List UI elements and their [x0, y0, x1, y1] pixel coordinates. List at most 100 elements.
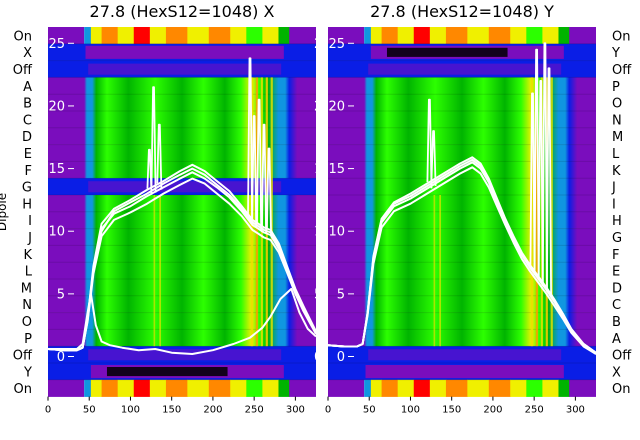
row-label-left: H: [22, 197, 32, 212]
row-label-right: N: [612, 113, 622, 128]
x-tick-label: 250: [525, 405, 544, 416]
row-label-right: A: [612, 332, 621, 347]
row-label-left: B: [23, 97, 32, 112]
row-label-right: K: [612, 164, 621, 179]
x-tick-label: 100: [121, 405, 140, 416]
row-label-right: Off: [612, 63, 632, 78]
row-label-right: H: [612, 214, 622, 229]
row-label-right: F: [612, 248, 619, 263]
overlay-ytick-label: 10: [48, 225, 65, 240]
row-label-right: X: [612, 365, 621, 380]
row-label-left: On: [14, 382, 32, 397]
row-label-right: G: [612, 231, 622, 246]
row-label-right: P: [612, 80, 620, 95]
row-label-left: P: [24, 332, 32, 347]
row-label-right: Y: [611, 46, 620, 61]
chart-title-y: 27.8 (HexS12=1048) Y: [370, 2, 554, 21]
row-label-left: Off: [13, 349, 33, 364]
row-label-left: L: [25, 265, 33, 280]
x-tick-label: 100: [401, 405, 420, 416]
spike-mark: [150, 86, 157, 193]
row-label-left: On: [14, 29, 32, 44]
overlay-yticks-x: 0 0 5 5 10 10 15 15 20 20 25 25: [48, 37, 330, 365]
chart-title-x: 27.8 (HexS12=1048) X: [90, 2, 275, 21]
spike-mark: [426, 98, 433, 189]
overlay-ytick-label: 20: [328, 99, 345, 114]
overlay-ytick-label-right: 20: [314, 99, 331, 114]
x-tick-label: 150: [162, 405, 181, 416]
row-label-right: J: [611, 181, 616, 196]
overlay-ytick-label-right: 0: [314, 350, 322, 365]
spike-mark: [533, 48, 540, 281]
heatmap-panel-y: 0 5 10 15 20 25: [328, 27, 596, 397]
x-axis-ticks-x: 0 50 100 150 200 250 300: [45, 396, 305, 416]
x-tick-label: 300: [566, 405, 585, 416]
overlay-ytick-label: 15: [328, 162, 345, 177]
y-axis-label: Dipole: [0, 193, 9, 231]
row-label-right: L: [612, 147, 620, 162]
x-tick-label: 50: [363, 405, 376, 416]
overlay-ytick-label: 25: [328, 37, 345, 52]
row-label-left: Y: [23, 365, 32, 380]
spike-mark: [529, 92, 536, 275]
overlay-ytick-label: 25: [48, 37, 65, 52]
row-label-left: A: [23, 80, 32, 95]
x-tick-label: 50: [83, 405, 96, 416]
row-label-left: K: [23, 248, 32, 263]
spike-mark: [546, 67, 552, 298]
x-tick-label: 300: [286, 405, 305, 416]
row-label-right: O: [612, 97, 622, 112]
row-label-left: E: [24, 147, 32, 162]
row-label-right: On: [612, 382, 630, 397]
x-tick-label: 0: [325, 405, 331, 416]
spike-mark: [541, 42, 548, 292]
row-label-right: I: [612, 197, 616, 212]
row-label-left: N: [22, 298, 32, 313]
spike-mark: [256, 98, 263, 231]
row-label-right: B: [612, 315, 621, 330]
x-tick-label: 0: [45, 405, 51, 416]
row-label-right: C: [612, 298, 621, 313]
overlay-ytick-label-right: 5: [314, 287, 322, 302]
row-label-right: Off: [612, 349, 632, 364]
spike-mark: [261, 123, 267, 234]
series-line: [328, 158, 596, 354]
row-label-right: M: [612, 130, 623, 145]
overlay-ytick-label: 0: [337, 350, 345, 365]
overlay-yticks-y: 0 5 10 15 20 25: [328, 37, 354, 365]
row-label-left: M: [21, 281, 32, 296]
row-label-left: G: [22, 181, 32, 196]
overlay-ytick-label: 10: [328, 225, 345, 240]
overlay-ytick-label-right: 10: [314, 225, 331, 240]
overlay-ytick-label: 15: [48, 162, 65, 177]
row-label-left: Off: [13, 63, 33, 78]
overlay-ytick-label: 5: [57, 287, 65, 302]
overlay-lines-x: [48, 57, 316, 355]
x-axis-ticks-y: 0 50 100 150 200 250 300: [325, 396, 585, 416]
row-label-left: J: [27, 231, 32, 246]
overlay-ytick-label-right: 25: [314, 37, 331, 52]
row-label-left: C: [23, 113, 32, 128]
overlay-ytick-label-right: 15: [314, 162, 331, 177]
row-label-right: E: [612, 265, 620, 280]
spike-mark: [430, 130, 437, 186]
overlay-lines-y: [328, 42, 596, 355]
series-line: [48, 287, 316, 355]
overlay-ytick-label: 0: [57, 350, 65, 365]
x-tick-label: 250: [245, 405, 264, 416]
spike-mark: [537, 80, 544, 287]
row-label-right: D: [612, 281, 622, 296]
spike-mark: [247, 57, 253, 224]
heatmap-panel-x: 0 0 5 5 10 10 15 15 20 20 25 25: [48, 27, 331, 397]
overlay-ytick-label: 5: [337, 287, 345, 302]
row-label-left: D: [22, 130, 32, 145]
spike-mark: [156, 123, 163, 190]
overlay-ytick-label: 20: [48, 99, 65, 114]
x-tick-label: 150: [442, 405, 461, 416]
row-label-left: O: [22, 315, 32, 330]
x-tick-label: 200: [203, 405, 222, 416]
row-label-left: I: [28, 214, 32, 229]
